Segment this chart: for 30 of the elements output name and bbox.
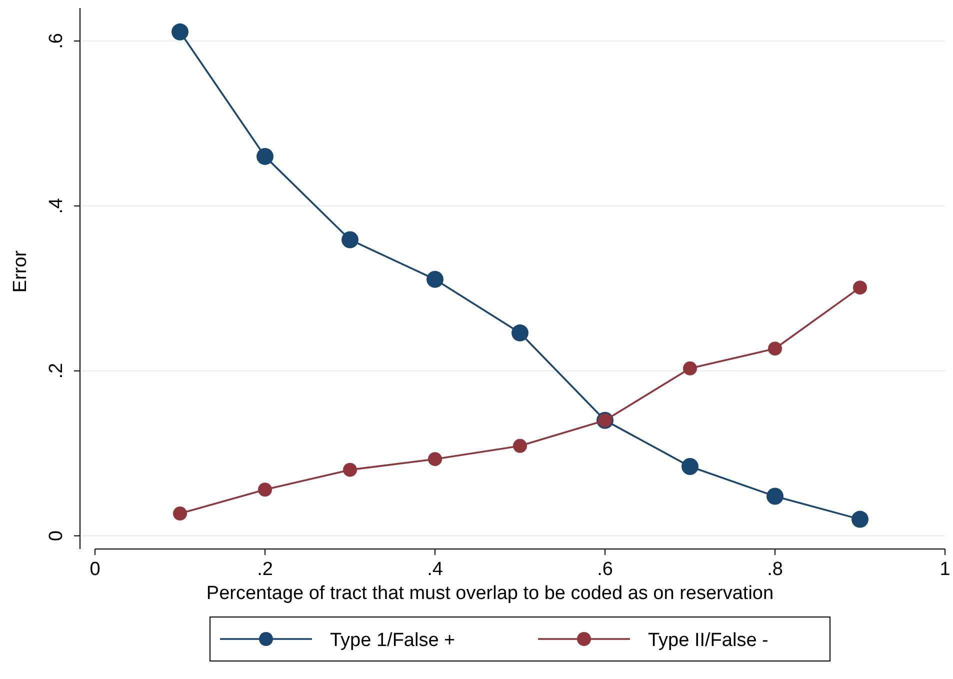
point xyxy=(172,23,188,40)
point xyxy=(428,452,442,466)
x-tick-label: 1 xyxy=(940,559,950,580)
x-tick-label: .2 xyxy=(257,559,273,580)
x-tick-label: .6 xyxy=(597,559,613,580)
point xyxy=(766,488,784,505)
point xyxy=(768,342,782,356)
point xyxy=(258,482,272,497)
x-tick-label: 0 xyxy=(90,559,100,580)
point xyxy=(682,458,698,476)
y-tick-label: .6 xyxy=(46,33,67,49)
legend-label: Type 1/False + xyxy=(330,630,456,651)
point xyxy=(173,506,187,521)
point xyxy=(683,361,697,376)
x-tick-label: .8 xyxy=(767,559,783,580)
point xyxy=(426,270,444,288)
point xyxy=(343,462,357,477)
y-tick-label: 0 xyxy=(46,530,67,542)
point xyxy=(852,510,868,528)
y-axis-title: Error xyxy=(10,250,31,293)
point xyxy=(342,231,358,248)
x-tick-label: .4 xyxy=(427,559,444,580)
y-tick-label: .2 xyxy=(46,362,67,379)
point xyxy=(853,280,867,295)
y-tick-label: .4 xyxy=(46,198,67,214)
x-axis-title: Percentage of tract that must overlap to be coded as on reservation xyxy=(206,583,774,604)
point xyxy=(256,148,274,165)
legend-label: Type II/False - xyxy=(648,630,768,651)
point xyxy=(512,324,528,342)
point xyxy=(513,438,527,453)
